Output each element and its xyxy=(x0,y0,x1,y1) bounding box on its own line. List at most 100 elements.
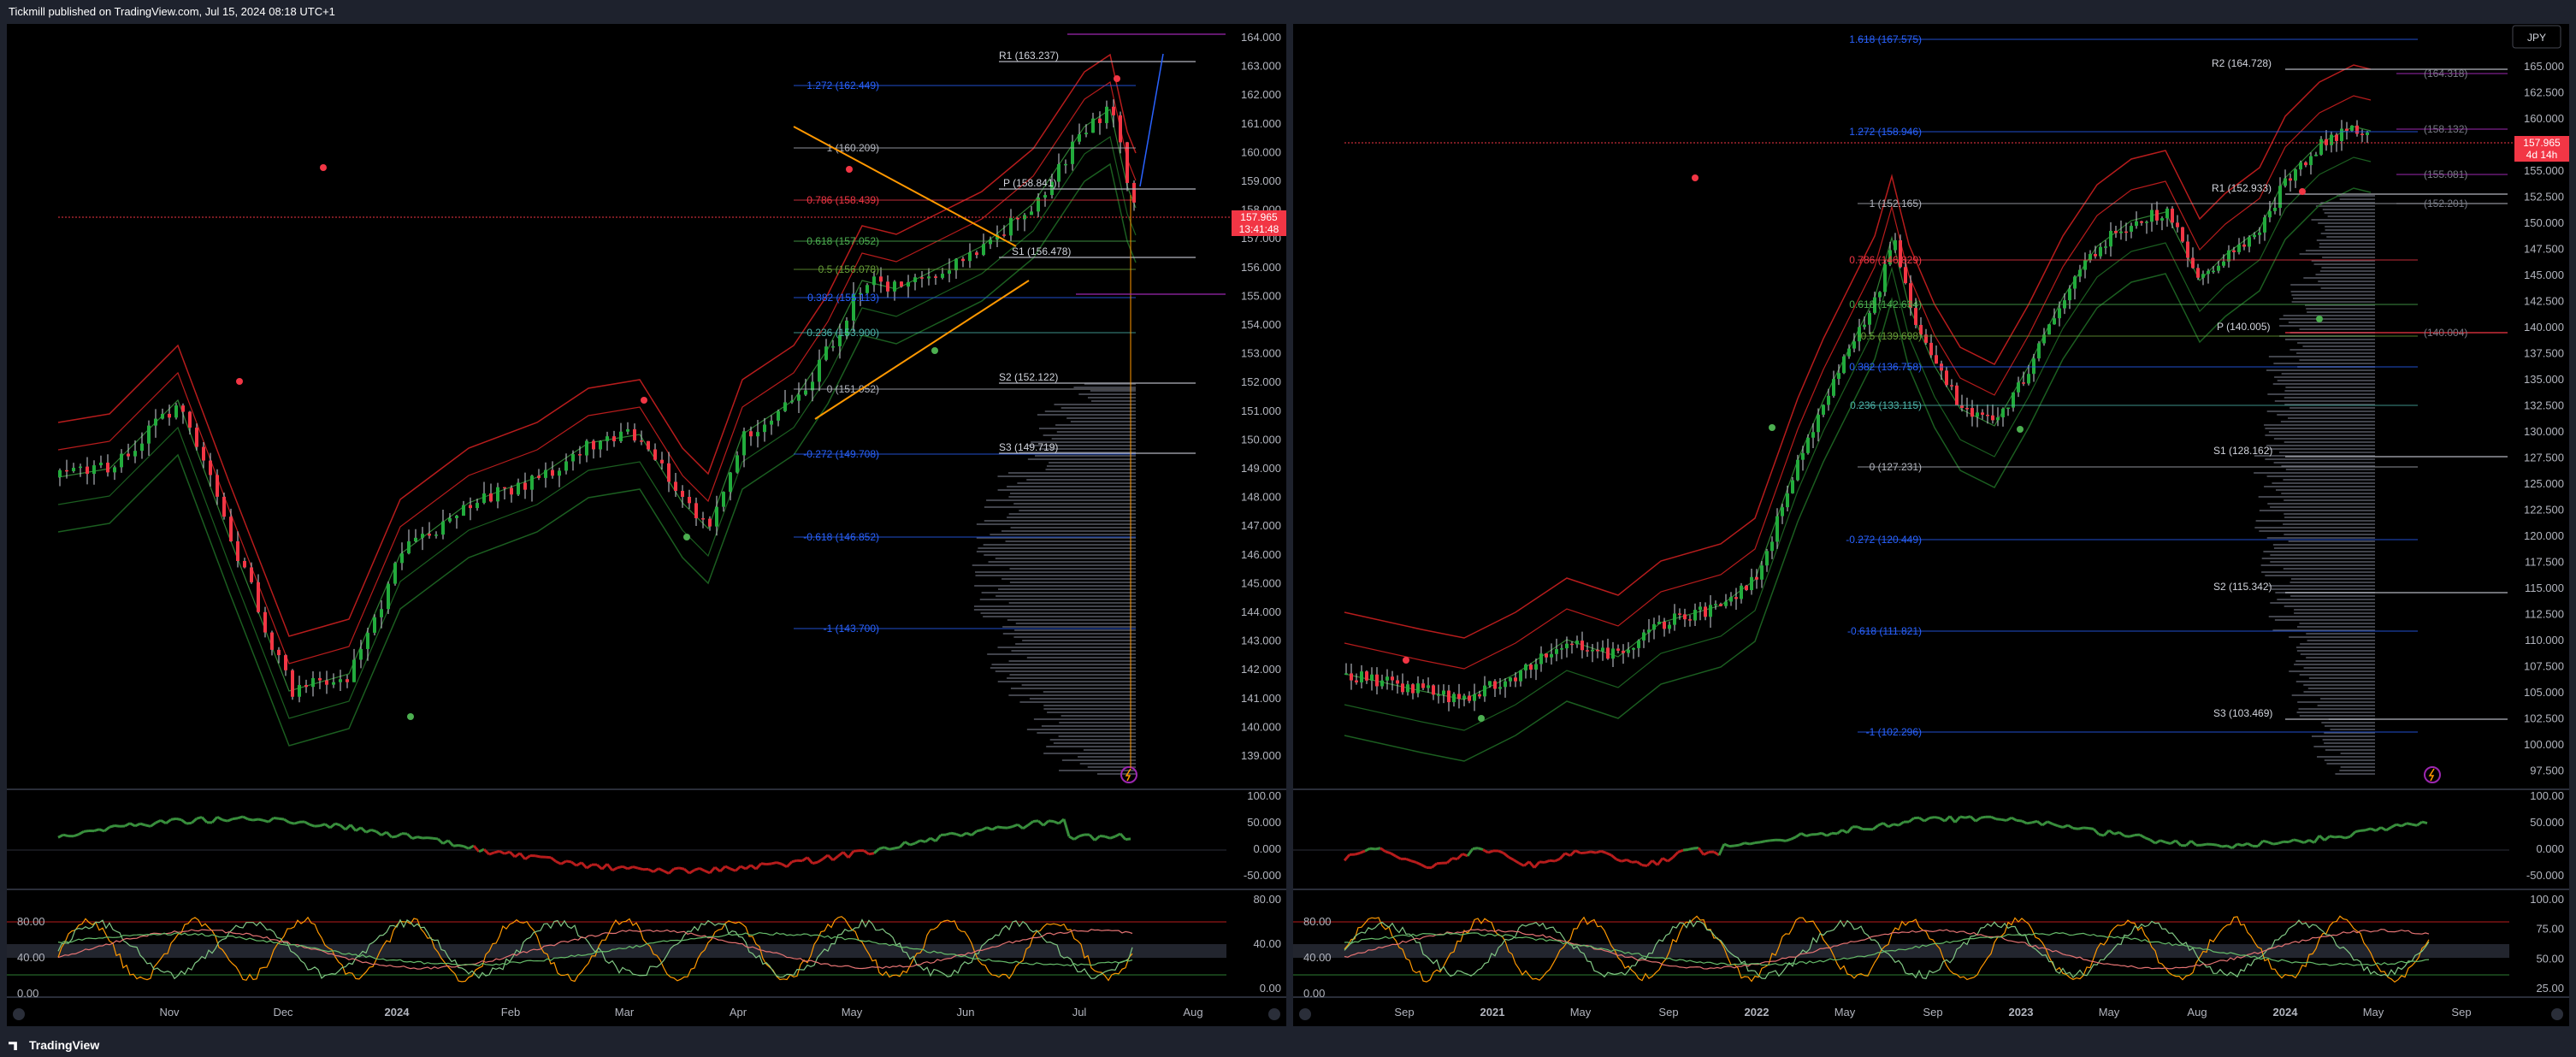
osc2-line xyxy=(57,929,1133,970)
candle-body xyxy=(2114,230,2118,233)
osc1-line xyxy=(1125,837,1131,841)
candle-body xyxy=(1760,565,1764,580)
volume-profile-bar xyxy=(1079,763,1136,765)
triangle-upper-trendline[interactable] xyxy=(793,126,1017,247)
volume-profile-bar xyxy=(1038,448,1136,450)
volume-profile-bar xyxy=(976,537,1136,539)
volume-profile-bar xyxy=(2284,517,2375,518)
volume-profile-bar xyxy=(2289,582,2375,583)
osc1-line xyxy=(2170,839,2177,845)
volume-profile-bar xyxy=(2315,205,2375,207)
osc1-line xyxy=(458,844,464,848)
osc1-line xyxy=(2231,842,2238,849)
timezone-icon[interactable] xyxy=(13,1008,25,1020)
candle-body xyxy=(1642,632,1645,641)
volume-profile-bar xyxy=(2296,712,2375,713)
auto-scale-icon[interactable] xyxy=(1268,1008,1280,1020)
fib-level-label: 0.382 (136.758) xyxy=(1849,361,1922,373)
volume-profile-bar xyxy=(978,547,1136,549)
chart-panel-left[interactable]: 164.000 163.000 162.000 161.000 160.000 159.0… xyxy=(7,24,1286,1026)
osc1-line xyxy=(740,865,747,871)
candle-body xyxy=(2314,154,2318,156)
candle-body xyxy=(647,440,650,450)
osc1-line xyxy=(1995,818,2002,821)
volume-profile-bar xyxy=(2297,701,2375,703)
osc1-line xyxy=(735,865,741,872)
candle-body xyxy=(852,294,855,321)
candle-body xyxy=(482,493,486,504)
candle-body xyxy=(2350,125,2354,131)
osc1-line xyxy=(73,833,80,838)
osc1-line xyxy=(576,861,582,867)
osc1-line xyxy=(1533,860,1541,869)
chart-panel-right[interactable]: 165.000162.500160.000157.500155.000152.5… xyxy=(1293,24,2569,1026)
osc1-line xyxy=(180,818,187,825)
osc1-line xyxy=(1703,851,1710,856)
candle-body xyxy=(599,440,602,450)
osc1-line xyxy=(93,828,100,833)
volume-profile-bar xyxy=(2281,373,2375,375)
volume-profile-bar xyxy=(2288,322,2375,323)
alert-bolt-icon[interactable] xyxy=(2424,766,2441,783)
osc1-line xyxy=(1645,859,1654,867)
chart-right-svg[interactable]: 165.000162.500160.000157.500155.000152.5… xyxy=(1293,24,2569,1026)
alert-bolt-icon[interactable] xyxy=(1120,766,1137,783)
osc1-line xyxy=(103,826,110,833)
lower-band-outer xyxy=(1344,187,2372,762)
osc1-line xyxy=(1508,856,1515,861)
osc1-axis-label: -50.000 xyxy=(1244,869,1281,882)
volume-profile-bar xyxy=(2281,465,2375,467)
osc1-line xyxy=(2062,824,2069,829)
candle-body xyxy=(777,410,780,421)
candle-body xyxy=(1852,341,1856,349)
osc1-line xyxy=(1939,817,1946,823)
osc1-line xyxy=(647,868,654,873)
price-axis-label: 153.000 xyxy=(1241,347,1281,360)
osc1-line xyxy=(304,820,310,826)
candle-body xyxy=(1396,680,1399,684)
volume-profile-bar xyxy=(1037,414,1136,416)
osc1-line xyxy=(2016,818,2023,823)
osc1-line xyxy=(1359,849,1366,854)
osc1-axis-label: 0.000 xyxy=(2536,842,2564,855)
osc1-line xyxy=(319,823,326,828)
osc1-line xyxy=(1421,863,1427,869)
osc1-line xyxy=(771,861,777,865)
currency-badge[interactable] xyxy=(2512,25,2561,49)
candle-body xyxy=(147,425,151,444)
osc1-line xyxy=(1636,860,1643,866)
osc1-line xyxy=(1395,854,1402,860)
candle-body xyxy=(578,454,582,456)
fib-level-label: -0.618 (111.821) xyxy=(1847,625,1922,637)
candle-body xyxy=(1806,437,1810,453)
price-axis-label: 97.500 xyxy=(2530,765,2564,777)
osc1-line xyxy=(1564,852,1571,857)
candle-body xyxy=(243,560,246,568)
candle-body xyxy=(1888,250,1892,265)
candle-body xyxy=(1970,408,1974,417)
volume-profile-bar xyxy=(2324,212,2375,214)
candle-body xyxy=(161,413,164,419)
candle-body xyxy=(1960,404,1964,409)
volume-profile-bar xyxy=(2268,431,2375,433)
price-axis-label: 147.000 xyxy=(1241,519,1281,532)
osc2-left-axis-label: 0.00 xyxy=(1303,987,1325,1000)
candle-body xyxy=(188,411,192,428)
signal-dot xyxy=(641,397,647,404)
triangle-lower-trendline[interactable] xyxy=(814,280,1030,420)
candle-body xyxy=(564,461,568,471)
timezone-icon[interactable] xyxy=(1299,1008,1311,1020)
tradingview-logo[interactable]: TradingView xyxy=(9,1038,99,1052)
candle-body xyxy=(2073,276,2077,289)
candle-body xyxy=(476,503,479,509)
osc1-line xyxy=(2226,844,2233,850)
candle-body xyxy=(2325,139,2328,145)
candle-body xyxy=(804,390,807,395)
pivot-label: R1 (152.933) xyxy=(2212,182,2272,194)
candle-body xyxy=(606,436,609,441)
chart-left-svg[interactable]: 164.000 163.000 162.000 161.000 160.000 159.0… xyxy=(7,24,1286,1026)
candle-body xyxy=(428,534,431,536)
time-axis-label: May xyxy=(1835,1006,1856,1019)
auto-scale-icon[interactable] xyxy=(2551,1008,2563,1020)
projection-arrow[interactable] xyxy=(1139,53,1164,187)
